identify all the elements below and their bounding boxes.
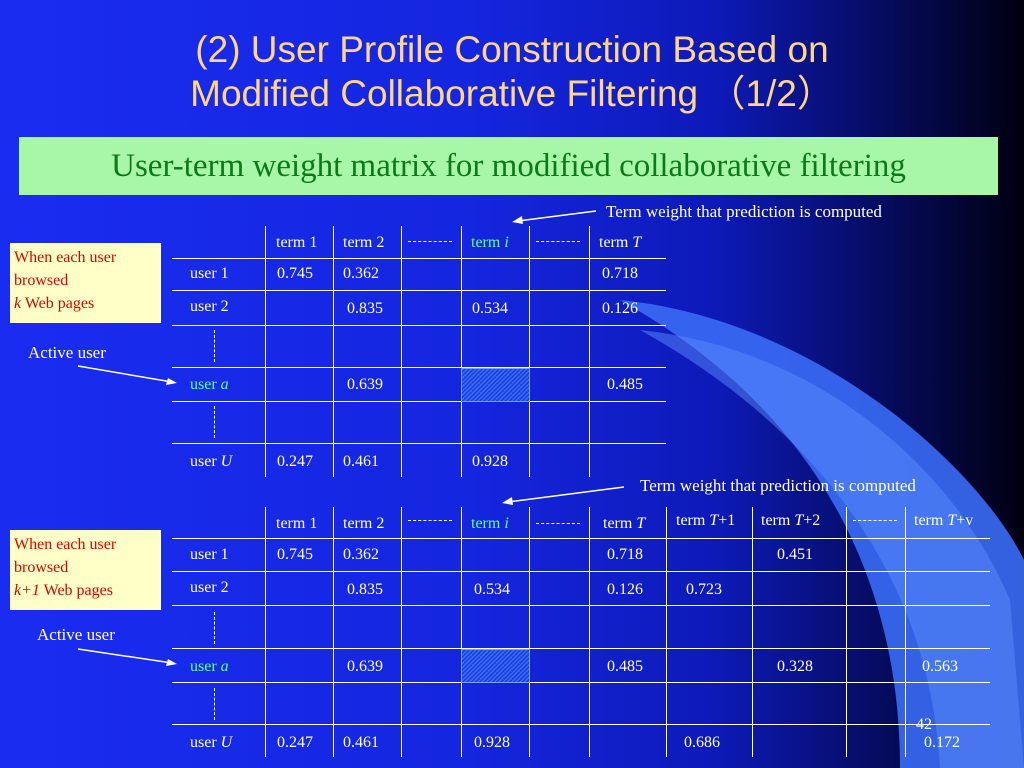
t2-cell: 0.485	[607, 658, 643, 675]
t2-cell: 0.723	[686, 581, 722, 598]
t2-row-active-user: user a	[190, 658, 229, 675]
t2-cell: 0.461	[343, 734, 379, 751]
t2-header-term1: term 1	[276, 515, 318, 532]
t2-cell: 0.835	[347, 581, 383, 598]
predicted-cell-bottom	[461, 649, 530, 683]
t2-cell: 0.745	[277, 546, 313, 563]
t1-cell: 0.928	[472, 453, 508, 470]
t2-cell: 0.451	[777, 546, 813, 563]
t2-header-termi: term i	[471, 515, 509, 532]
t1-row-userU: user U	[190, 453, 233, 470]
t2-row2-user: user 2	[190, 579, 229, 596]
slide-title-line1: (2) User Profile Construction Based on	[195, 29, 829, 70]
t2-cell: 0.247	[277, 734, 313, 751]
page-number: 42	[916, 716, 932, 733]
slide-title-line2: Modified Collaborative Filtering （1/2）	[190, 73, 834, 114]
t2-header-termT: term T	[603, 515, 646, 532]
t1-row1-user: user 1	[190, 265, 229, 282]
t2-header-termT1: term T+1	[676, 512, 736, 529]
t1-cell: 0.745	[277, 265, 313, 282]
t1-header-term2: term 2	[343, 234, 385, 251]
t2-cell: 0.686	[684, 734, 720, 751]
active-user-label-2: Active user	[37, 625, 115, 644]
t2-row-userU: user U	[190, 734, 233, 751]
t1-row2-user: user 2	[190, 298, 229, 315]
t1-cell: 0.835	[347, 300, 383, 317]
t2-cell: 0.362	[343, 546, 379, 563]
t2-cell: 0.328	[777, 658, 813, 675]
t1-cell: 0.534	[472, 300, 508, 317]
t1-header-termi: term i	[471, 234, 509, 251]
t1-cell: 0.461	[343, 453, 379, 470]
t1-cell: 0.247	[277, 453, 313, 470]
t1-header-termT: term T	[599, 234, 642, 251]
subtitle-banner: User-term weight matrix for modified col…	[19, 137, 998, 195]
t2-cell: 0.563	[922, 658, 958, 675]
t1-cell: 0.126	[602, 300, 638, 317]
t2-row1-user: user 1	[190, 546, 229, 563]
t2-header-termTv: term T+v	[914, 512, 974, 529]
t1-cell: 0.485	[607, 376, 643, 393]
t2-cell: 0.718	[607, 546, 643, 563]
t2-cell: 0.534	[474, 581, 510, 598]
callout-prediction-top: Term weight that prediction is computed	[606, 202, 882, 221]
predicted-cell-top	[461, 368, 530, 402]
slide-title: (2) User Profile Construction Based on M…	[0, 28, 1024, 116]
t2-header-termT2: term T+2	[761, 512, 821, 529]
t1-row-active-user: user a	[190, 376, 229, 393]
note-k1-pages: When each user browsed k+1 Web pages	[10, 530, 161, 610]
t2-cell: 0.639	[347, 658, 383, 675]
t2-header-term2: term 2	[343, 515, 385, 532]
t1-cell: 0.718	[602, 265, 638, 282]
callout-prediction-bottom: Term weight that prediction is computed	[640, 476, 916, 495]
active-user-label: Active user	[28, 343, 106, 362]
t1-header-term1: term 1	[276, 234, 318, 251]
t1-cell: 0.639	[347, 376, 383, 393]
note-k-pages: When each user browsed k Web pages	[10, 243, 161, 323]
t2-cell: 0.172	[924, 734, 960, 751]
t2-cell: 0.928	[474, 734, 510, 751]
t1-cell: 0.362	[343, 265, 379, 282]
t2-cell: 0.126	[607, 581, 643, 598]
